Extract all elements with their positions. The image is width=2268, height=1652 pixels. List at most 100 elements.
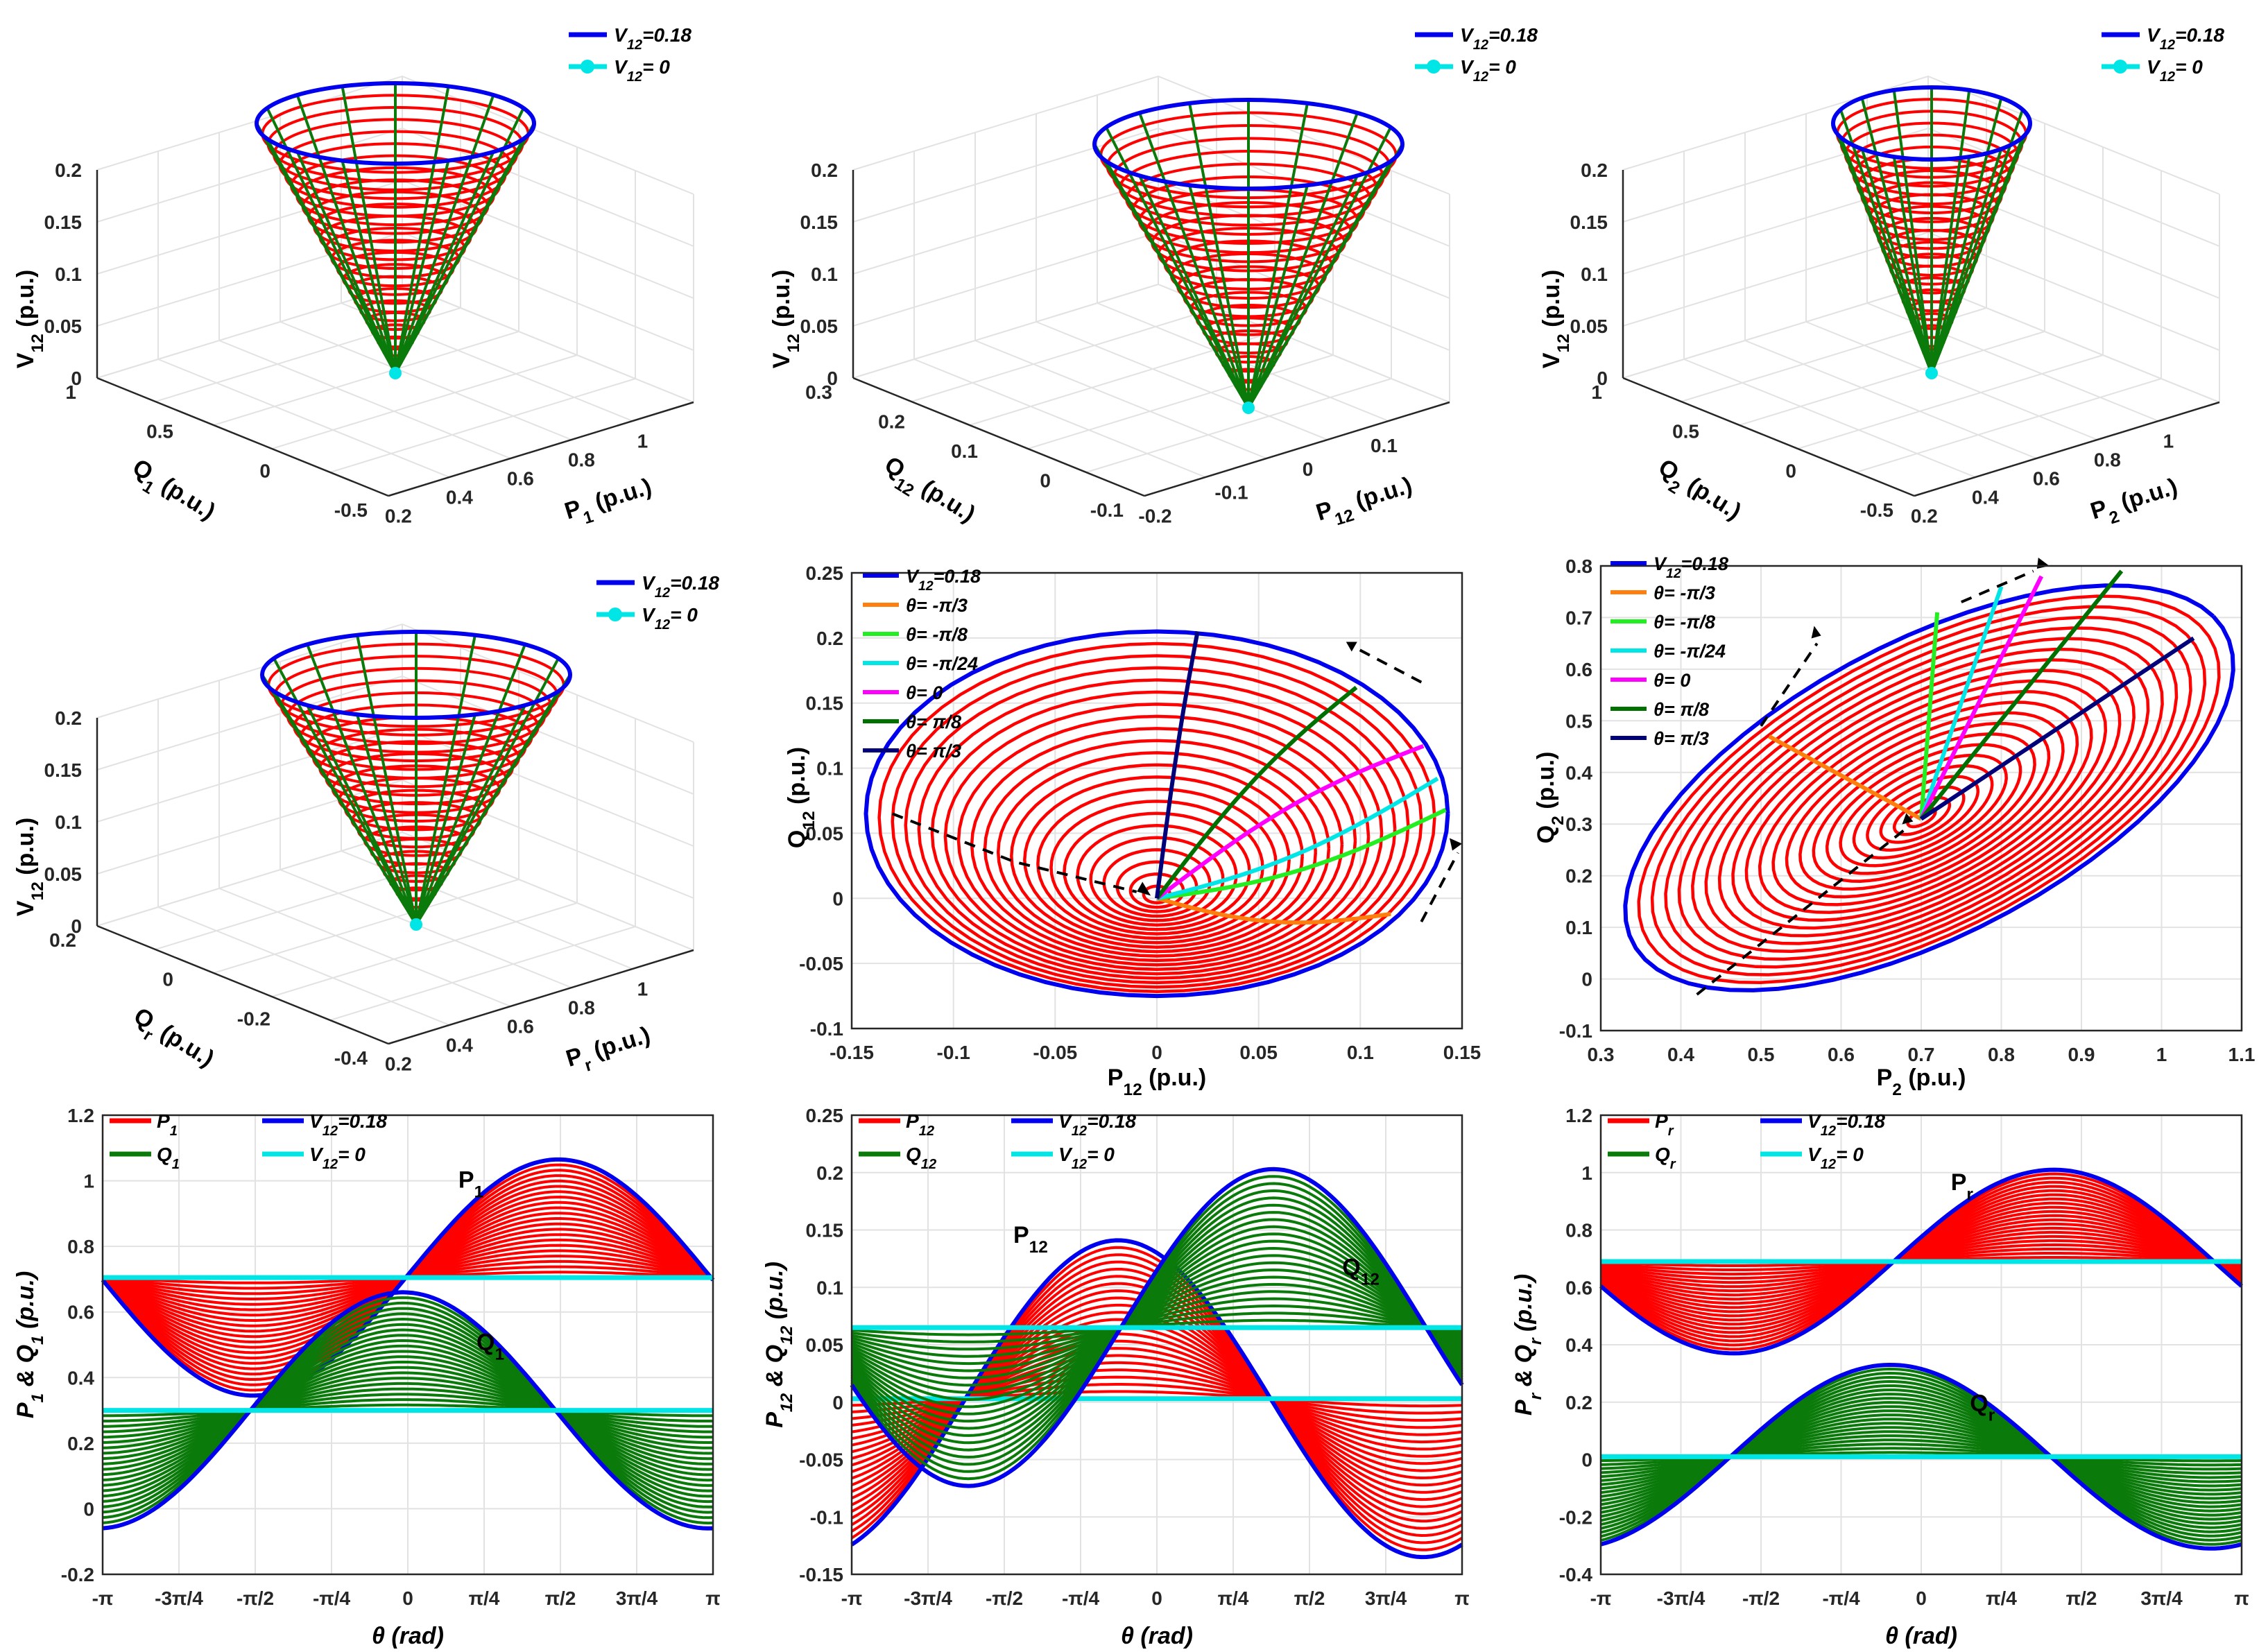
cone-plot-1: 0 0.05 0.1 0.15 0.2 0.3 0.2 0.1 0 -0.1 -0.2 -0.1 0 0.… [768,24,1538,534]
legend-label: θ= -π/3 [1653,583,1715,603]
x-tick-label: 0 [402,1588,413,1609]
series-curve-Q1 [102,1387,713,1434]
cone-generatrix [394,86,450,374]
voltage-contour [1063,811,1251,931]
voltage-contour [1717,658,2136,938]
y-tick-label: -0.5 [1860,499,1893,521]
y-tick-label: 0.2 [816,1162,843,1184]
y-axis-label: P1 & Q1 (p.u.) [12,1271,47,1418]
x-tick-label: 0.4 [446,1035,473,1056]
y-axis-label: Q2 (p.u.) [1533,752,1567,844]
x-tick-label: 0 [1916,1588,1927,1609]
x-axis-line [388,401,694,497]
series-curve-Q1 [102,1366,714,1455]
floor-grid [280,869,572,988]
cone-generatrix [394,138,525,374]
legend-label: V12=0.18 [2147,24,2224,53]
x-tick-label: -π/4 [1062,1588,1100,1609]
x-axis-label: P12 (p.u.) [1313,472,1418,533]
plot-frame [1599,565,2243,1032]
series-curve-Q12 [851,1297,1463,1358]
cone-generatrix [295,94,397,374]
cone-generatrix [1247,160,1392,408]
series-curve-Q12 [850,1189,1463,1466]
y-tick-label: 0.2 [878,411,905,433]
y-tick-label: 0.6 [67,1302,94,1323]
y-tick-label: -0.2 [1559,1506,1592,1528]
x-tick-label: 0.5 [1748,1044,1775,1065]
y-tick-label: 0.2 [1565,1392,1592,1413]
y-tick-label: 0 [1581,969,1592,990]
voltage-contour [877,642,1436,993]
floor-grid [1683,359,1976,478]
plot-frame [850,571,1463,1030]
x-tick-label: 1 [2156,1044,2167,1065]
y-tick-label: -0.5 [334,499,368,521]
z-axis-label: V12 (p.u.) [768,270,803,368]
cone-generatrix [266,107,397,374]
x-tick-label: π [705,1588,720,1609]
legend-label: Pr [1655,1110,1674,1139]
x-tick-label: -0.1 [937,1042,970,1063]
legend-label: V12=0.18 [642,572,719,601]
y-tick-label: 0.8 [67,1236,94,1257]
legend-label: Q1 [157,1144,180,1172]
cone-generatrix [1839,109,1933,374]
legend-label: V12= 0 [642,604,698,633]
voltage-contour [1812,732,2036,883]
x-axis-label: P2 (p.u.) [2088,473,2183,532]
x-tick-label: 0.9 [2068,1044,2095,1065]
z-tick-label: 0.2 [811,160,838,181]
plot-frame [1599,1114,2243,1576]
voltage-contour [1771,700,2079,906]
legend-marker [581,60,594,74]
voltage-contour [1128,872,1185,909]
y-tick-label: 0.8 [1565,1220,1592,1241]
voltage-contour [1049,800,1264,936]
rim-v12-018 [1831,85,2032,162]
arrow-head [1450,838,1462,851]
cone-generatrix [1930,137,2025,374]
x-tick-label: -π/2 [1742,1588,1780,1609]
series-curve-Q1 [102,1307,714,1514]
voltage-contour [983,739,1331,958]
y-tick-label: 0 [1581,1449,1592,1471]
y-tick-label: -0.4 [1559,1564,1593,1585]
legend-label: V12=0.18 [1653,553,1728,581]
y-axis-label: P12 & Q12 (p.u.) [762,1262,796,1428]
legend-label: θ= -π/24 [1653,641,1726,662]
z-tick-label: 0.05 [44,863,83,885]
x-tick-label: 0.2 [385,506,412,527]
z-axis-label: V12 (p.u.) [1538,270,1573,368]
voltage-contour [904,666,1410,985]
x-tick-label: 0.4 [1972,487,1999,508]
plot-frame [850,1114,1463,1576]
z-axis-label: V12 (p.u.) [12,270,47,368]
x-tick-label: 3π/4 [616,1588,658,1609]
x-axis-label: Pr (p.u.) [563,1022,656,1080]
theta-ray [1919,612,1940,820]
x-tick-label: 0.3 [1588,1044,1615,1065]
floor-grid [913,359,1206,478]
floor-grid [911,307,1217,402]
legend-label: V12=0.18 [1460,24,1538,53]
floor-grid [1744,340,2037,459]
x-tick-label: 1 [2163,431,2174,452]
y-tick-label: 0.5 [1672,421,1699,442]
cone-generatrix [306,644,418,925]
x-tick-label: 0.6 [507,468,534,490]
legend-label: P1 [157,1110,178,1139]
x-axis-line [388,949,694,1045]
voltage-contour [1010,763,1304,949]
series-curve-Q1 [102,1301,714,1520]
floor-grid [329,926,636,1021]
theta-ray [1919,569,2124,820]
y-tick-label: 1 [1591,381,1602,403]
voltage-contour [930,690,1384,976]
y-axis-label: Q12 (p.u.) [876,451,980,534]
x-tick-label: 0.6 [2033,468,2060,490]
x-axis-label: θ (rad) [1121,1623,1193,1649]
y-axis-line [852,377,1145,497]
y-tick-label: 0 [832,888,843,909]
y-tick-label: 0 [1040,470,1051,492]
